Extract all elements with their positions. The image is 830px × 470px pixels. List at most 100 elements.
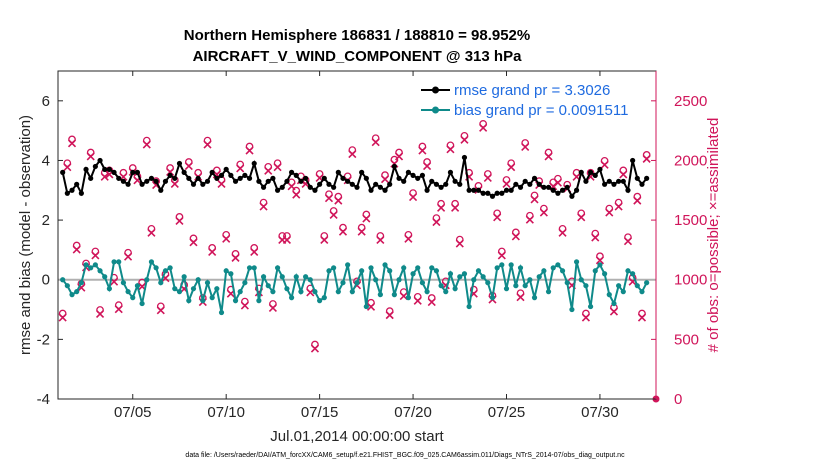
bias-point [564, 280, 570, 286]
obs-assimilated-point [282, 235, 291, 245]
obs-assimilated-stroke [63, 163, 72, 172]
rmse-point [578, 169, 584, 175]
rmse-point [116, 175, 122, 181]
obs-assimilated-stroke [581, 313, 590, 322]
obs-assimilated-point [334, 196, 343, 205]
rmse-point [359, 169, 365, 175]
bias-point [503, 286, 510, 292]
obs-assimilated-point [156, 306, 165, 315]
obs-assimilated-point [306, 288, 315, 297]
bias-point [78, 280, 84, 286]
bias-point [218, 309, 225, 316]
bias-point [186, 298, 192, 304]
data-file-footnote: data file: /Users/raeder/DAI/ATM_forcXX/… [185, 452, 625, 459]
obs-assimilated-point [208, 247, 217, 256]
bias-point [134, 283, 141, 289]
bias-point [293, 274, 299, 280]
obs-assimilated-stroke [357, 227, 366, 236]
bias-point [246, 265, 253, 271]
bias-point [284, 286, 290, 292]
obs-assimilated-point [642, 154, 651, 163]
obs-assimilated-point [418, 146, 427, 155]
obs-assimilated-stroke [623, 237, 633, 246]
bias-point [401, 265, 407, 271]
bias-point [485, 280, 491, 286]
bias-point [97, 268, 103, 274]
rmse-point [195, 175, 201, 181]
obs-assimilated-stroke [366, 302, 376, 311]
bias-point [461, 271, 468, 277]
obs-assimilated-stroke [455, 239, 464, 248]
obs-assimilated-stroke [114, 305, 123, 314]
obs-assimilated-stroke [595, 256, 605, 265]
bias-point [288, 295, 295, 301]
obs-assimilated-point [511, 232, 520, 241]
bias-point [644, 280, 650, 286]
obs-assimilated-stroke [530, 195, 539, 204]
rmse-point [284, 178, 290, 184]
y2-axis-label: # of obs: o=possible; ×=assimilated [705, 118, 722, 353]
obs-assimilated-stroke [329, 210, 338, 220]
obs-assimilated-point [175, 216, 184, 225]
bias-point [335, 289, 341, 295]
bias-point [616, 283, 622, 289]
obs-assimilated-stroke [306, 288, 315, 297]
y2-tick-label: 500 [674, 331, 699, 348]
obs-assimilated-point [581, 313, 590, 322]
rmse-point [218, 172, 225, 178]
bias-point [391, 292, 397, 298]
rmse-point [148, 175, 155, 181]
rmse-point [545, 184, 552, 190]
obs-assimilated-stroke [591, 233, 600, 242]
obs-assimilated-stroke [619, 170, 628, 179]
bias-point [410, 271, 416, 277]
rmse-point [597, 166, 603, 172]
bias-point [200, 298, 206, 304]
bias-point [405, 295, 411, 301]
obs-assimilated-stroke [86, 152, 95, 161]
obs-assimilated-point [268, 303, 277, 313]
rmse-point [559, 187, 566, 193]
rmse-point [298, 178, 304, 184]
rmse-point [611, 181, 617, 187]
bias-point [513, 283, 519, 289]
rmse-point [274, 187, 281, 193]
obs-assimilated-stroke [217, 179, 226, 188]
obs-assimilated-stroke [72, 245, 81, 254]
bias-point [144, 277, 150, 283]
rmse-point [410, 172, 416, 178]
obs-assimilated-point [530, 195, 539, 204]
obs-assimilated-point [320, 235, 329, 245]
rmse-point [288, 169, 295, 175]
obs-assimilated-point [423, 161, 432, 171]
obs-assimilated-stroke [376, 235, 385, 245]
bias-point [265, 283, 271, 289]
obs-assimilated-stroke [100, 172, 109, 181]
rmse-point [130, 169, 136, 175]
bias-point [387, 268, 393, 274]
obs-assimilated-point [427, 297, 436, 307]
obs-assimilated-point [525, 215, 534, 224]
bias-point [569, 306, 575, 313]
obs-assimilated-point [432, 218, 441, 227]
rmse-point [480, 190, 486, 196]
y-tick-label: 0 [42, 272, 50, 289]
obs-assimilated-point [371, 138, 380, 147]
rmse-point [92, 163, 98, 170]
obs-assimilated-point [236, 164, 245, 173]
obs-assimilated-stroke [553, 178, 562, 187]
rmse-point [391, 163, 397, 170]
rmse-point [232, 178, 239, 184]
rmse-point [475, 187, 482, 193]
obs-assimilated-stroke [161, 274, 170, 283]
bias-point [382, 262, 388, 268]
bias-point [639, 289, 645, 295]
rmse-point [345, 178, 351, 184]
obs-assimilated-stroke [479, 123, 488, 132]
obs-assimilated-stroke [572, 172, 581, 181]
rmse-point [251, 160, 257, 167]
bias-point [148, 259, 155, 265]
rmse-point [237, 175, 243, 181]
bias-point [274, 265, 281, 271]
